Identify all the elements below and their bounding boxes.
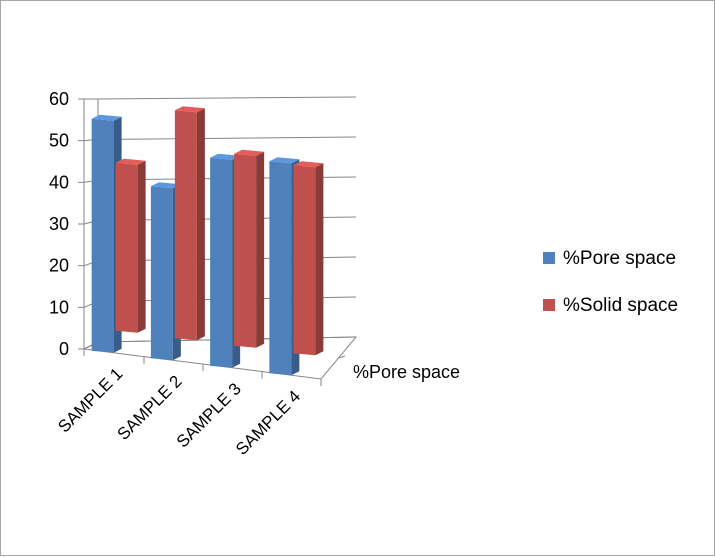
- bar-solid-2: [174, 106, 205, 341]
- bar-front-face: [293, 165, 316, 356]
- bar-front-face: [234, 153, 257, 348]
- gridline-back-wall: [97, 96, 357, 100]
- legend-swatch: [543, 299, 555, 311]
- bar-front-face: [115, 162, 138, 333]
- y-tick-label: 20: [49, 256, 69, 276]
- y-tick-label: 30: [49, 214, 69, 234]
- y-tick-label: 50: [49, 131, 69, 151]
- bar-top-face: [269, 157, 300, 164]
- legend-label: %Solid space: [563, 295, 678, 316]
- depth-axis-label: %Pore space: [353, 362, 460, 382]
- bar-top-face: [115, 158, 146, 165]
- legend-label: %Pore space: [563, 248, 676, 269]
- bar-side-face: [256, 151, 265, 348]
- bars: [91, 106, 324, 376]
- bar-front-face: [91, 118, 114, 353]
- x-category-label: SAMPLE 3: [173, 379, 245, 451]
- bar-top-face: [210, 153, 241, 160]
- y-tick-label: 40: [49, 172, 69, 192]
- bar-top-face: [234, 149, 265, 156]
- bar-front-face: [210, 157, 233, 368]
- y-tick-label: 0: [59, 339, 69, 359]
- depth-tick-mark: [338, 355, 346, 359]
- x-category-label: SAMPLE 4: [232, 387, 304, 459]
- y-tick-label: 60: [49, 89, 69, 109]
- bar-solid-4: [293, 161, 324, 356]
- y-tick-label: 10: [49, 297, 69, 317]
- x-category-label: SAMPLE 1: [54, 364, 126, 436]
- gridline-back-wall: [97, 136, 357, 140]
- bar-front-face: [269, 161, 292, 376]
- bar-top-face: [293, 161, 324, 168]
- bar-front-face: [174, 110, 197, 341]
- bar-front-face: [150, 186, 173, 361]
- x-category-label: SAMPLE 2: [113, 372, 185, 444]
- bar-top-face: [174, 106, 205, 113]
- bar-top-face: [91, 114, 122, 121]
- bar-side-face: [315, 163, 324, 356]
- bar-solid-1: [115, 158, 146, 333]
- bar-side-face: [196, 108, 205, 341]
- legend-swatch: [543, 252, 555, 264]
- bar-side-face: [137, 160, 146, 333]
- legend: %Pore space %Solid space: [543, 248, 678, 316]
- bar-top-face: [150, 182, 181, 189]
- bar-solid-3: [234, 149, 265, 348]
